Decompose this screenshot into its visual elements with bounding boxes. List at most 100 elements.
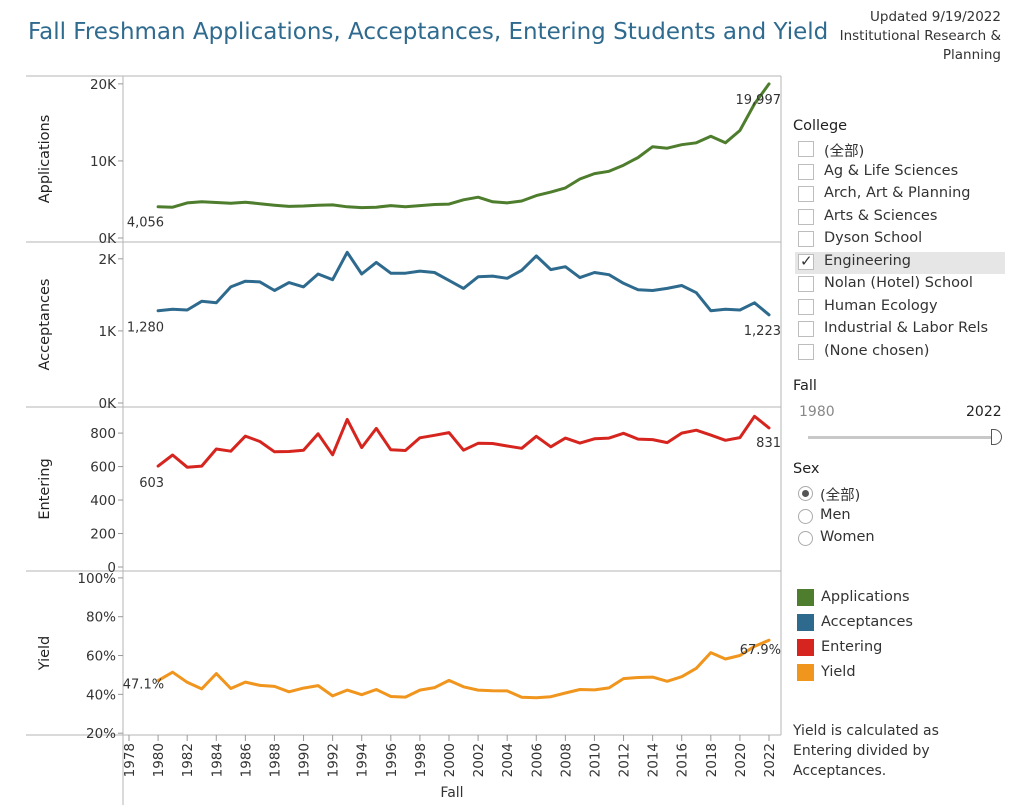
college-option[interactable]: Arts & Sciences (795, 207, 1005, 229)
y-tick-label: 600 (90, 460, 116, 476)
fall-slider-min: 1980 (799, 404, 835, 420)
sex-filter-title: Sex (793, 461, 820, 477)
fall-slider-max: 2022 (966, 404, 1002, 420)
y-axis-title: Acceptances (37, 279, 53, 371)
legend-item[interactable]: Applications (797, 588, 997, 608)
y-tick-label: 100% (77, 571, 116, 587)
updated-date: Updated 9/19/2022 (870, 9, 1001, 25)
sex-option-label: Women (820, 529, 875, 545)
checkbox[interactable] (798, 231, 814, 247)
end-data-label: 19,997 (736, 93, 782, 108)
checkbox[interactable] (798, 186, 814, 202)
college-option[interactable]: Industrial & Labor Rels (795, 319, 1005, 341)
college-option-label: Arts & Sciences (824, 207, 938, 224)
x-tick-label: 1990 (297, 743, 313, 777)
start-data-label: 4,056 (127, 216, 164, 231)
sex-option[interactable]: Women (797, 528, 997, 550)
college-option[interactable]: Nolan (Hotel) School (795, 274, 1005, 296)
y-tick-label: 40% (86, 687, 116, 703)
checkbox[interactable] (798, 141, 814, 157)
college-option[interactable]: (全部) (795, 139, 1005, 161)
x-tick-label: 1978 (122, 743, 138, 777)
x-tick-label: 1988 (267, 743, 283, 777)
x-axis-title: Fall (440, 785, 463, 801)
series-line-yield (156, 638, 771, 700)
college-option-label: Engineering (824, 252, 911, 269)
checkmark-icon: ✓ (800, 251, 813, 270)
checkbox[interactable] (798, 276, 814, 292)
start-data-label: 1,280 (127, 321, 164, 336)
legend-item[interactable]: Yield (797, 663, 997, 683)
y-tick-label: 60% (86, 649, 116, 665)
college-option[interactable]: ✓ Engineering (795, 251, 1005, 274)
y-tick-label: 0 (107, 560, 116, 576)
x-tick-label: 2016 (675, 743, 691, 777)
fall-slider-handle[interactable] (991, 429, 1002, 445)
x-tick-label: 2004 (500, 743, 516, 777)
y-tick-label: 800 (90, 426, 116, 442)
updated-source-line1: Institutional Research & (839, 28, 1001, 44)
legend-swatch (797, 664, 814, 681)
checkbox[interactable] (798, 298, 814, 315)
college-option-label: Industrial & Labor Rels (824, 320, 989, 336)
y-axis-title: Yield (37, 636, 53, 672)
chart-area: Applications 0K 10K 20K 4,056 19,997 Acceptanc… (26, 75, 782, 805)
yield-note: Yield is calculated as Entering divided … (793, 723, 939, 779)
x-tick-label: 2008 (558, 743, 574, 777)
updated-source-line2: Planning (942, 47, 1001, 63)
legend-item[interactable]: Entering (797, 638, 997, 658)
x-tick-label: 2020 (733, 743, 749, 777)
y-tick-label: 0K (99, 396, 118, 412)
series-line-acceptances (156, 250, 771, 317)
radio-button[interactable] (798, 531, 813, 546)
y-tick-label: 20K (90, 77, 117, 93)
x-tick-label: 2000 (442, 743, 458, 777)
checkbox[interactable] (798, 321, 814, 337)
legend-item[interactable]: Acceptances (797, 613, 997, 633)
fall-slider-track[interactable] (808, 436, 998, 439)
checkbox[interactable] (798, 163, 814, 180)
radio-dot-icon (802, 490, 809, 497)
x-tick-label: 1994 (355, 743, 371, 777)
legend-label: Applications (821, 589, 910, 605)
update-info: Updated 9/19/2022 Institutional Research… (801, 8, 1001, 65)
radio-button[interactable] (798, 508, 813, 524)
radio-button[interactable] (798, 486, 813, 501)
x-tick-label: 2018 (704, 743, 720, 777)
college-option[interactable]: Arch, Art & Planning (795, 184, 1005, 206)
x-tick-label: 1986 (238, 743, 254, 777)
college-option-label: Dyson School (824, 230, 923, 246)
x-tick-label: 2014 (646, 743, 662, 777)
college-option[interactable]: Human Ecology (795, 297, 1005, 319)
start-data-label: 47.1% (123, 678, 164, 693)
college-option-label: (None chosen) (824, 342, 930, 359)
x-tick-label: 2006 (529, 743, 545, 777)
college-option[interactable]: Ag & Life Sciences (795, 162, 1005, 184)
checkbox[interactable] (798, 208, 814, 225)
start-data-label: 603 (139, 476, 164, 491)
legend-swatch (797, 639, 814, 656)
college-option[interactable]: (None chosen) (795, 342, 1005, 364)
y-tick-label: 10K (90, 154, 117, 170)
sex-option[interactable]: Men (797, 506, 997, 528)
legend-label: Entering (821, 639, 883, 655)
legend-swatch (797, 589, 814, 606)
college-option-label: (全部) (824, 144, 865, 160)
sex-option[interactable]: (全部) (797, 483, 997, 505)
y-axis-title: Entering (37, 458, 53, 519)
legend-swatch (797, 614, 814, 631)
college-option[interactable]: Dyson School (795, 229, 1005, 251)
end-data-label: 67.9% (740, 643, 781, 658)
x-tick-label: 2010 (587, 743, 603, 777)
y-tick-label: 80% (86, 610, 116, 626)
x-tick-label: 1980 (151, 743, 167, 777)
legend-label: Yield (821, 664, 856, 680)
checkbox[interactable] (798, 343, 814, 360)
series-line-entering (156, 414, 771, 469)
x-tick-label: 2012 (617, 743, 633, 777)
y-axis-title: Applications (37, 115, 53, 204)
college-option-label: Nolan (Hotel) School (824, 275, 973, 291)
page-title: Fall Freshman Applications, Acceptances,… (28, 19, 829, 45)
checkbox[interactable]: ✓ (798, 251, 814, 270)
college-option-label: Ag & Life Sciences (824, 162, 959, 179)
